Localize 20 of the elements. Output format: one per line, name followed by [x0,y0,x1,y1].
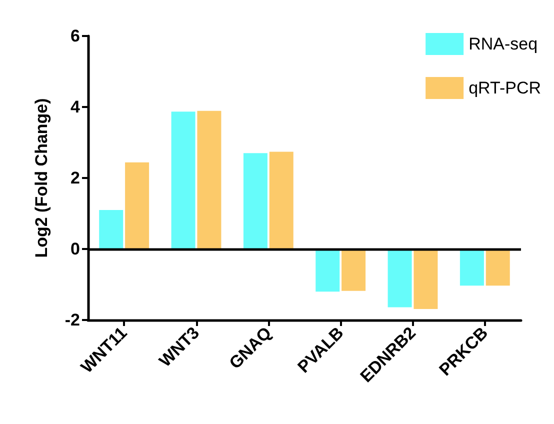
bar [99,210,124,249]
legend-label: RNA-seq [468,34,538,54]
legend-label: qRT-PCR [468,78,542,98]
bar [342,249,366,291]
y-tick-label: 0 [70,240,80,258]
bar [243,153,268,249]
bar [414,249,438,309]
bar [197,110,222,249]
y-tick-label: -2 [64,310,80,330]
bar [316,249,340,292]
bar [125,162,150,249]
bar [486,249,510,286]
y-tick-label: 4 [70,98,81,116]
bar [460,249,484,286]
y-axis-title: Log2 (Fold Change) [32,98,51,258]
y-tick-label: 2 [70,168,80,188]
y-tick-label: 6 [70,26,80,46]
bar [269,152,294,249]
bar [388,249,412,308]
bar [171,112,196,249]
